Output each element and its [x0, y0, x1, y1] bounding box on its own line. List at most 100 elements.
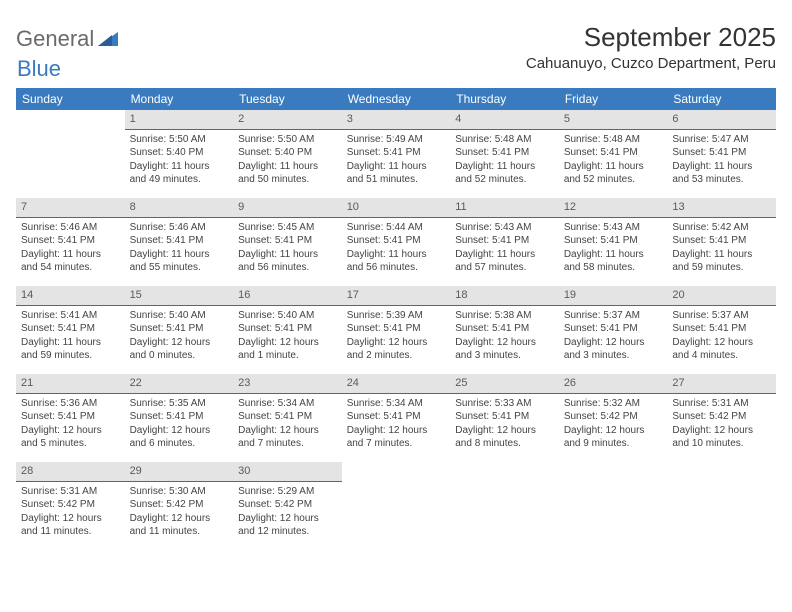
sunrise-line: Sunrise: 5:43 AM [564, 221, 663, 235]
daylight-line: Daylight: 11 hours and 58 minutes. [564, 248, 663, 275]
calendar-cell: 10Sunrise: 5:44 AMSunset: 5:41 PMDayligh… [342, 198, 451, 286]
daylight-line: Daylight: 12 hours and 5 minutes. [21, 424, 120, 451]
sunrise-line: Sunrise: 5:39 AM [347, 309, 446, 323]
weekday-header: Tuesday [233, 88, 342, 110]
day-body: Sunrise: 5:48 AMSunset: 5:41 PMDaylight:… [450, 130, 559, 191]
sunrise-line: Sunrise: 5:38 AM [455, 309, 554, 323]
day-number: 12 [559, 198, 668, 218]
sunset-line: Sunset: 5:41 PM [672, 234, 771, 248]
day-number: 26 [559, 374, 668, 394]
sunset-line: Sunset: 5:42 PM [130, 498, 229, 512]
calendar-cell: 8Sunrise: 5:46 AMSunset: 5:41 PMDaylight… [125, 198, 234, 286]
daylight-line: Daylight: 12 hours and 11 minutes. [21, 512, 120, 539]
sunrise-line: Sunrise: 5:43 AM [455, 221, 554, 235]
day-body: Sunrise: 5:48 AMSunset: 5:41 PMDaylight:… [559, 130, 668, 191]
calendar-cell: 18Sunrise: 5:38 AMSunset: 5:41 PMDayligh… [450, 286, 559, 374]
calendar-cell: 20Sunrise: 5:37 AMSunset: 5:41 PMDayligh… [667, 286, 776, 374]
calendar-cell: 14Sunrise: 5:41 AMSunset: 5:41 PMDayligh… [16, 286, 125, 374]
daylight-line: Daylight: 12 hours and 7 minutes. [238, 424, 337, 451]
day-body: Sunrise: 5:32 AMSunset: 5:42 PMDaylight:… [559, 394, 668, 455]
day-number: 20 [667, 286, 776, 306]
day-body: Sunrise: 5:44 AMSunset: 5:41 PMDaylight:… [342, 218, 451, 279]
day-body: Sunrise: 5:50 AMSunset: 5:40 PMDaylight:… [233, 130, 342, 191]
calendar-cell: 15Sunrise: 5:40 AMSunset: 5:41 PMDayligh… [125, 286, 234, 374]
sunrise-line: Sunrise: 5:30 AM [130, 485, 229, 499]
sunset-line: Sunset: 5:41 PM [564, 146, 663, 160]
daylight-line: Daylight: 11 hours and 56 minutes. [238, 248, 337, 275]
day-body: Sunrise: 5:35 AMSunset: 5:41 PMDaylight:… [125, 394, 234, 455]
sunrise-line: Sunrise: 5:48 AM [455, 133, 554, 147]
daylight-line: Daylight: 12 hours and 3 minutes. [564, 336, 663, 363]
sunrise-line: Sunrise: 5:34 AM [347, 397, 446, 411]
day-number: 4 [450, 110, 559, 130]
day-number: 17 [342, 286, 451, 306]
sunrise-line: Sunrise: 5:41 AM [21, 309, 120, 323]
calendar-cell: 28 Sunrise: 5:31 AMSunset: 5:42 PMDayligh… [16, 462, 125, 550]
day-body: Sunrise: 5:39 AMSunset: 5:41 PMDaylight:… [342, 306, 451, 367]
sunrise-line: Sunrise: 5:34 AM [238, 397, 337, 411]
sunset-line: Sunset: 5:41 PM [347, 234, 446, 248]
calendar-cell: 6Sunrise: 5:47 AMSunset: 5:41 PMDaylight… [667, 110, 776, 198]
sunrise-line: Sunrise: 5:37 AM [672, 309, 771, 323]
day-number: 24 [342, 374, 451, 394]
sunrise-line: Sunrise: 5:50 AM [238, 133, 337, 147]
sunset-line: Sunset: 5:41 PM [130, 322, 229, 336]
day-number: 15 [125, 286, 234, 306]
day-number: 7 [16, 198, 125, 218]
calendar-cell: 1Sunrise: 5:50 AMSunset: 5:40 PMDaylight… [125, 110, 234, 198]
weekday-header: Thursday [450, 88, 559, 110]
sunset-line: Sunset: 5:41 PM [21, 410, 120, 424]
daylight-line: Daylight: 11 hours and 49 minutes. [130, 160, 229, 187]
sunset-line: Sunset: 5:41 PM [455, 322, 554, 336]
sunrise-line: Sunrise: 5:36 AM [21, 397, 120, 411]
daylight-line: Daylight: 12 hours and 12 minutes. [238, 512, 337, 539]
sunset-line: Sunset: 5:41 PM [347, 410, 446, 424]
day-body: Sunrise: 5:43 AMSunset: 5:41 PMDaylight:… [559, 218, 668, 279]
sunset-line: Sunset: 5:41 PM [564, 234, 663, 248]
day-body: Sunrise: 5:46 AMSunset: 5:41 PMDaylight:… [125, 218, 234, 279]
daylight-line: Daylight: 11 hours and 56 minutes. [347, 248, 446, 275]
day-number: 8 [125, 198, 234, 218]
calendar-cell: 7Sunrise: 5:46 AMSunset: 5:41 PMDaylight… [16, 198, 125, 286]
month-title: September 2025 [526, 22, 776, 53]
sunrise-line: Sunrise: 5:49 AM [347, 133, 446, 147]
weekday-header: Wednesday [342, 88, 451, 110]
sunset-line: Sunset: 5:42 PM [21, 498, 120, 512]
sunrise-line: Sunrise: 5:31 AM [21, 485, 120, 499]
sunrise-line: Sunrise: 5:44 AM [347, 221, 446, 235]
day-number: 28 [16, 462, 125, 482]
daylight-line: Daylight: 12 hours and 9 minutes. [564, 424, 663, 451]
calendar-row: .1Sunrise: 5:50 AMSunset: 5:40 PMDayligh… [16, 110, 776, 198]
sunrise-line: Sunrise: 5:50 AM [130, 133, 229, 147]
calendar-row: 21Sunrise: 5:36 AMSunset: 5:41 PMDayligh… [16, 374, 776, 462]
calendar-cell: 4Sunrise: 5:48 AMSunset: 5:41 PMDaylight… [450, 110, 559, 198]
calendar-cell: 2Sunrise: 5:50 AMSunset: 5:40 PMDaylight… [233, 110, 342, 198]
logo-triangle-icon [98, 26, 118, 52]
calendar-cell: 23Sunrise: 5:34 AMSunset: 5:41 PMDayligh… [233, 374, 342, 462]
sunset-line: Sunset: 5:41 PM [455, 410, 554, 424]
daylight-line: Daylight: 11 hours and 52 minutes. [564, 160, 663, 187]
day-body: Sunrise: 5:29 AMSunset: 5:42 PMDaylight:… [233, 482, 342, 543]
sunrise-line: Sunrise: 5:45 AM [238, 221, 337, 235]
calendar-row: 14Sunrise: 5:41 AMSunset: 5:41 PMDayligh… [16, 286, 776, 374]
sunset-line: Sunset: 5:41 PM [347, 322, 446, 336]
daylight-line: Daylight: 11 hours and 55 minutes. [130, 248, 229, 275]
sunrise-line: Sunrise: 5:35 AM [130, 397, 229, 411]
logo-word-2: Blue [17, 56, 61, 81]
sunrise-line: Sunrise: 5:48 AM [564, 133, 663, 147]
calendar-cell: . [559, 462, 668, 550]
calendar-cell: 26Sunrise: 5:32 AMSunset: 5:42 PMDayligh… [559, 374, 668, 462]
day-body: Sunrise: 5:34 AMSunset: 5:41 PMDaylight:… [233, 394, 342, 455]
daylight-line: Daylight: 11 hours and 53 minutes. [672, 160, 771, 187]
day-body: Sunrise: 5:31 AMSunset: 5:42 PMDaylight:… [667, 394, 776, 455]
calendar-cell: . [342, 462, 451, 550]
day-number: 22 [125, 374, 234, 394]
sunset-line: Sunset: 5:41 PM [21, 322, 120, 336]
sunset-line: Sunset: 5:40 PM [130, 146, 229, 160]
logo-word-1: General [16, 26, 94, 52]
day-number: 16 [233, 286, 342, 306]
day-number: 23 [233, 374, 342, 394]
day-number: 13 [667, 198, 776, 218]
sunset-line: Sunset: 5:41 PM [238, 322, 337, 336]
daylight-line: Daylight: 12 hours and 10 minutes. [672, 424, 771, 451]
